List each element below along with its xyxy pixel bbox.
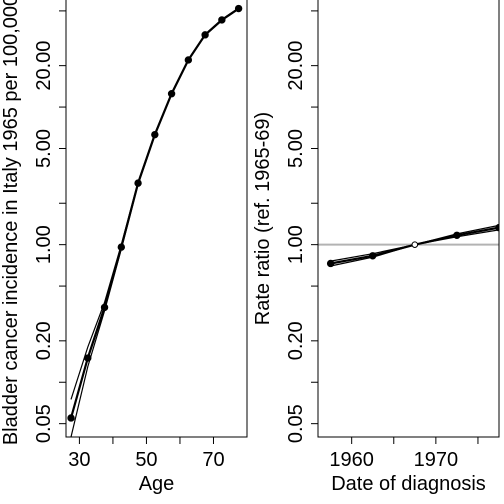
y-tick-label: 1.00 <box>33 225 55 264</box>
x-axis-label: Age <box>139 473 175 495</box>
data-point <box>326 259 335 268</box>
y-tick-label: 5.00 <box>285 129 307 168</box>
data-point <box>369 252 377 260</box>
data-point <box>218 16 226 24</box>
y-axis-label: Bladder cancer incidence in Italy 1965 p… <box>0 0 22 445</box>
data-point <box>234 4 243 13</box>
data-point <box>100 303 109 312</box>
data-point <box>117 243 126 251</box>
y-tick-label: 0.20 <box>33 321 55 360</box>
data-point <box>184 56 193 64</box>
x-tick-label: 70 <box>202 449 224 471</box>
data-point <box>67 414 75 422</box>
data-layer <box>326 223 499 268</box>
data-point <box>84 354 92 362</box>
y-tick-label: 0.20 <box>285 321 307 360</box>
x-tick-label: 30 <box>68 449 90 471</box>
y-axis-label: Rate ratio (ref. 1965-69) <box>252 112 274 325</box>
x-tick-label: 1970 <box>414 449 459 471</box>
y-tick-label: 5.00 <box>33 129 55 168</box>
data-point <box>411 241 419 248</box>
plot-frame <box>65 0 248 438</box>
x-axis-label: Date of diagnosis <box>331 473 486 495</box>
data-layer <box>67 4 243 437</box>
data-point <box>167 90 176 98</box>
x-tick-label: 1960 <box>329 449 374 471</box>
data-point <box>151 130 159 139</box>
age-effect-panel: 30 50 70 Age 0.05 0.20 1.00 5.00 20.00 Bladder ca… <box>0 0 248 495</box>
y-tick-label: 20.00 <box>33 41 55 91</box>
data-point <box>201 31 209 39</box>
ci-lower-line <box>70 8 239 437</box>
data-point <box>134 179 142 187</box>
y-tick-label: 0.05 <box>285 404 307 443</box>
data-point <box>495 223 499 232</box>
estimate-line <box>69 7 240 419</box>
y-tick-label: 1.00 <box>285 225 307 264</box>
data-point <box>453 231 461 239</box>
x-tick-label: 50 <box>135 449 157 471</box>
plot-frame <box>317 0 500 438</box>
y-tick-label: 0.05 <box>33 404 55 443</box>
y-tick-label: 20.00 <box>285 41 307 91</box>
